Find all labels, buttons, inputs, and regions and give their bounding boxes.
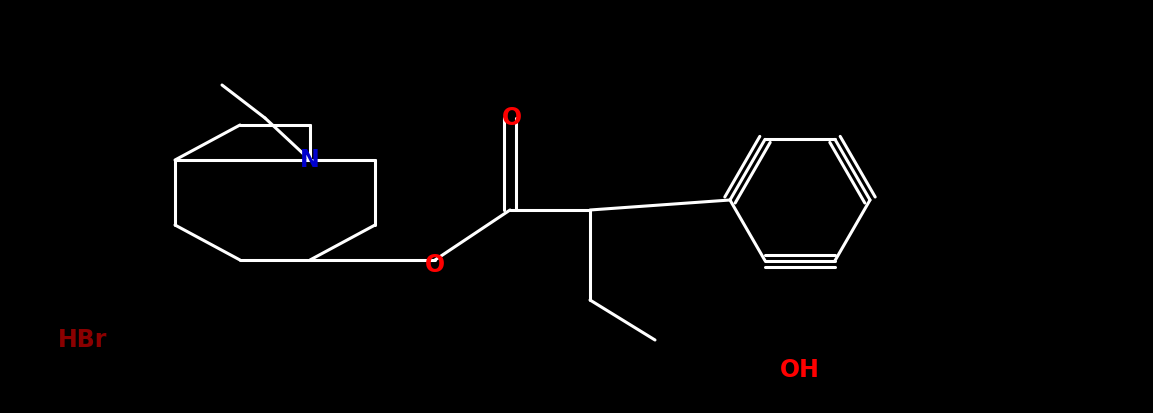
Text: O: O [425,253,445,277]
Text: OH: OH [781,358,820,382]
Text: N: N [300,148,319,172]
Text: O: O [502,106,522,130]
Text: HBr: HBr [58,328,107,352]
